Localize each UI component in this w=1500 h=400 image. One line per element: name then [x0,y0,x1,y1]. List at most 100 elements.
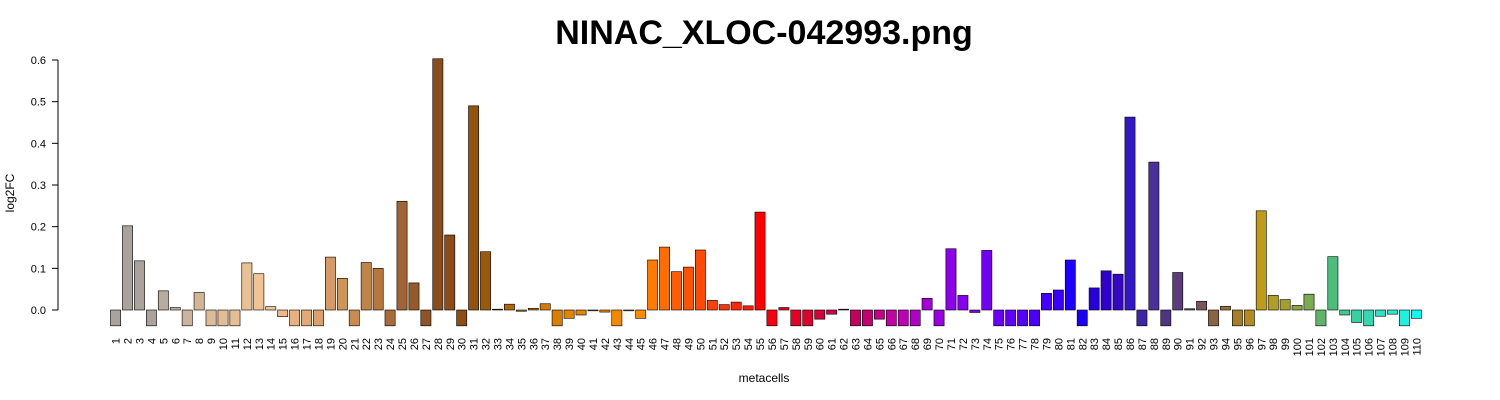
bar-78 [1029,309,1040,327]
bar-32 [480,251,491,311]
bar-93 [1208,309,1219,327]
x-tick-label-67: 67 [898,338,910,350]
bar-23 [372,268,384,311]
x-tick-label-107: 107 [1376,338,1388,356]
x-tick-label-59: 59 [803,338,815,350]
x-tick-label-69: 69 [922,338,934,350]
x-tick-label-72: 72 [958,338,970,350]
x-tick-label-48: 48 [672,338,684,350]
bar-108 [1387,309,1398,315]
x-tick-label-24: 24 [385,338,397,350]
x-tick-label-18: 18 [313,338,325,350]
x-tick-label-102: 102 [1316,338,1328,356]
bar-88 [1148,161,1160,311]
bar-110 [1411,309,1422,319]
bar-106 [1363,309,1375,327]
x-tick-label-13: 13 [254,338,266,350]
x-tick-label-64: 64 [862,338,874,350]
bar-84 [1100,270,1112,311]
x-tick-label-44: 44 [624,338,636,350]
x-tick-label-28: 28 [433,338,445,350]
bar-21 [348,309,360,327]
x-tick-label-86: 86 [1125,338,1137,350]
bar-1 [110,309,121,327]
bar-6 [169,307,181,311]
x-tick-label-2: 2 [123,338,135,344]
bar-87 [1136,309,1148,327]
x-tick-label-45: 45 [636,338,648,350]
x-tick-label-98: 98 [1268,338,1280,350]
bar-71 [945,248,957,311]
x-tick-label-66: 66 [886,338,898,350]
x-tick-label-8: 8 [194,338,206,344]
bar-67 [897,309,909,327]
x-tick-label-32: 32 [481,338,493,350]
x-tick-label-39: 39 [564,338,576,350]
bar-56 [766,309,778,327]
bar-54 [742,305,754,311]
bar-20 [336,278,348,311]
bar-19 [325,256,336,311]
x-tick-label-1: 1 [111,338,123,344]
bar-59 [802,309,814,327]
bar-91 [1184,308,1196,311]
x-tick-label-40: 40 [576,338,588,350]
bar-44 [623,309,635,312]
x-tick-label-95: 95 [1232,338,1244,350]
bar-95 [1232,309,1243,327]
x-tick-label-83: 83 [1089,338,1101,350]
bar-13 [253,273,265,311]
bar-63 [850,309,861,327]
bar-26 [408,282,420,311]
x-tick-label-6: 6 [170,338,182,344]
bar-92 [1196,300,1207,311]
bar-103 [1327,256,1339,311]
bar-25 [396,200,408,311]
x-tick-label-78: 78 [1030,338,1042,350]
x-tick-label-57: 57 [779,338,791,350]
bar-58 [790,309,802,327]
x-tick-label-96: 96 [1244,338,1256,350]
x-tick-label-10: 10 [218,338,230,350]
bar-11 [229,309,241,327]
bar-105 [1351,309,1363,323]
bar-47 [659,246,670,311]
x-tick-label-82: 82 [1077,338,1089,350]
x-tick-label-37: 37 [540,338,552,350]
x-tick-label-70: 70 [934,338,946,350]
x-tick-label-35: 35 [516,338,528,350]
bar-9 [205,309,217,327]
y-tick-label: 0.2 [31,222,46,234]
bar-60 [814,309,826,320]
bar-57 [778,307,790,311]
x-tick-label-76: 76 [1006,338,1018,350]
bar-64 [862,309,873,327]
bar-18 [313,309,324,327]
x-tick-label-87: 87 [1137,338,1149,350]
bar-77 [1017,309,1028,327]
x-tick-label-97: 97 [1256,338,1268,350]
bar-3 [134,260,145,311]
x-tick-label-108: 108 [1388,338,1400,356]
x-tick-label-73: 73 [970,338,982,350]
x-tick-label-41: 41 [588,338,600,350]
x-tick-label-100: 100 [1292,338,1304,356]
x-tick-label-110: 110 [1411,338,1423,356]
x-tick-label-12: 12 [242,338,254,350]
bar-2 [122,225,133,311]
x-tick-label-29: 29 [445,338,457,350]
x-tick-label-11: 11 [230,338,242,349]
bar-79 [1041,293,1052,311]
bar-31 [468,105,480,311]
x-tick-label-53: 53 [731,338,743,350]
bar-28 [432,58,444,311]
bar-36 [527,308,539,311]
x-tick-label-26: 26 [409,338,421,350]
bar-39 [563,309,575,319]
x-tick-label-84: 84 [1101,338,1113,350]
bar-83 [1088,287,1100,311]
y-tick-label: 0.5 [31,97,46,109]
bar-53 [730,301,742,311]
x-tick-label-51: 51 [707,338,719,350]
